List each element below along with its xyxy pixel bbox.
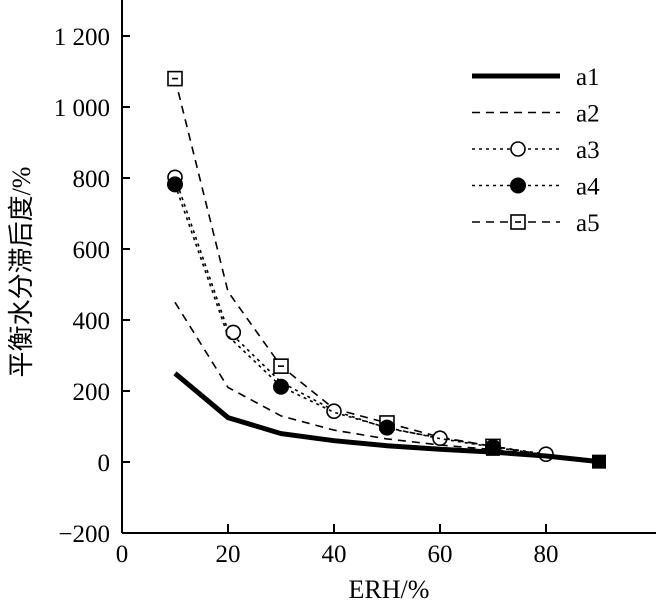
x-tick-label: 0 [116, 541, 129, 568]
y-tick-label: 1 000 [54, 95, 110, 122]
legend-item-a4: a4 [472, 174, 600, 201]
legend-label: a5 [576, 210, 600, 237]
series-a1-point [486, 441, 500, 456]
legend-item-a2: a2 [472, 101, 600, 128]
series-a5-line [174, 78, 600, 461]
series-a3-point [326, 403, 342, 420]
x-ticks: 0 20 40 60 80 [116, 524, 559, 568]
legend-label: a2 [576, 101, 600, 128]
series-a1-point [592, 454, 606, 469]
series-a4-point [273, 378, 289, 395]
legend-label: a3 [576, 137, 600, 164]
series-a4-point [167, 176, 183, 193]
legend-label: a1 [576, 64, 600, 91]
x-tick-label: 80 [534, 541, 559, 568]
series-a1 [173, 371, 606, 469]
y-axis-label: 平衡水分滞后度/% [7, 167, 36, 378]
y-tick-label: 400 [73, 308, 111, 335]
x-axis-label: ERH/% [349, 575, 430, 604]
y-tick-label: 1 200 [54, 24, 110, 51]
legend-marker [510, 177, 526, 194]
series-a2 [174, 301, 600, 461]
legend-marker [510, 141, 526, 157]
legend-label: a4 [576, 174, 600, 201]
series-a5-point [167, 70, 183, 87]
y-tick-label: −200 [58, 521, 110, 548]
y-tick-label: 800 [73, 166, 111, 193]
series-layer [167, 70, 606, 469]
legend-marker [510, 214, 526, 230]
x-tick-label: 40 [322, 541, 347, 568]
x-tick-label: 60 [428, 541, 453, 568]
legend-item-a5: a5 [472, 210, 600, 237]
x-tick-label: 20 [216, 541, 241, 568]
y-ticks: −200 0 200 400 600 800 1 000 1 200 [54, 24, 130, 548]
series-a2-line [174, 301, 600, 461]
legend: a1 a2 a3 a4 a5 [472, 64, 600, 237]
series-a5 [167, 70, 600, 461]
series-a5-point [273, 358, 289, 374]
y-tick-label: 600 [73, 237, 111, 264]
legend-item-a3: a3 [472, 137, 600, 164]
series-a1-line [173, 371, 600, 465]
legend-item-a1: a1 [472, 64, 600, 91]
y-tick-label: 200 [73, 379, 111, 406]
series-a4-point [379, 419, 395, 436]
y-tick-label: 0 [98, 450, 111, 477]
